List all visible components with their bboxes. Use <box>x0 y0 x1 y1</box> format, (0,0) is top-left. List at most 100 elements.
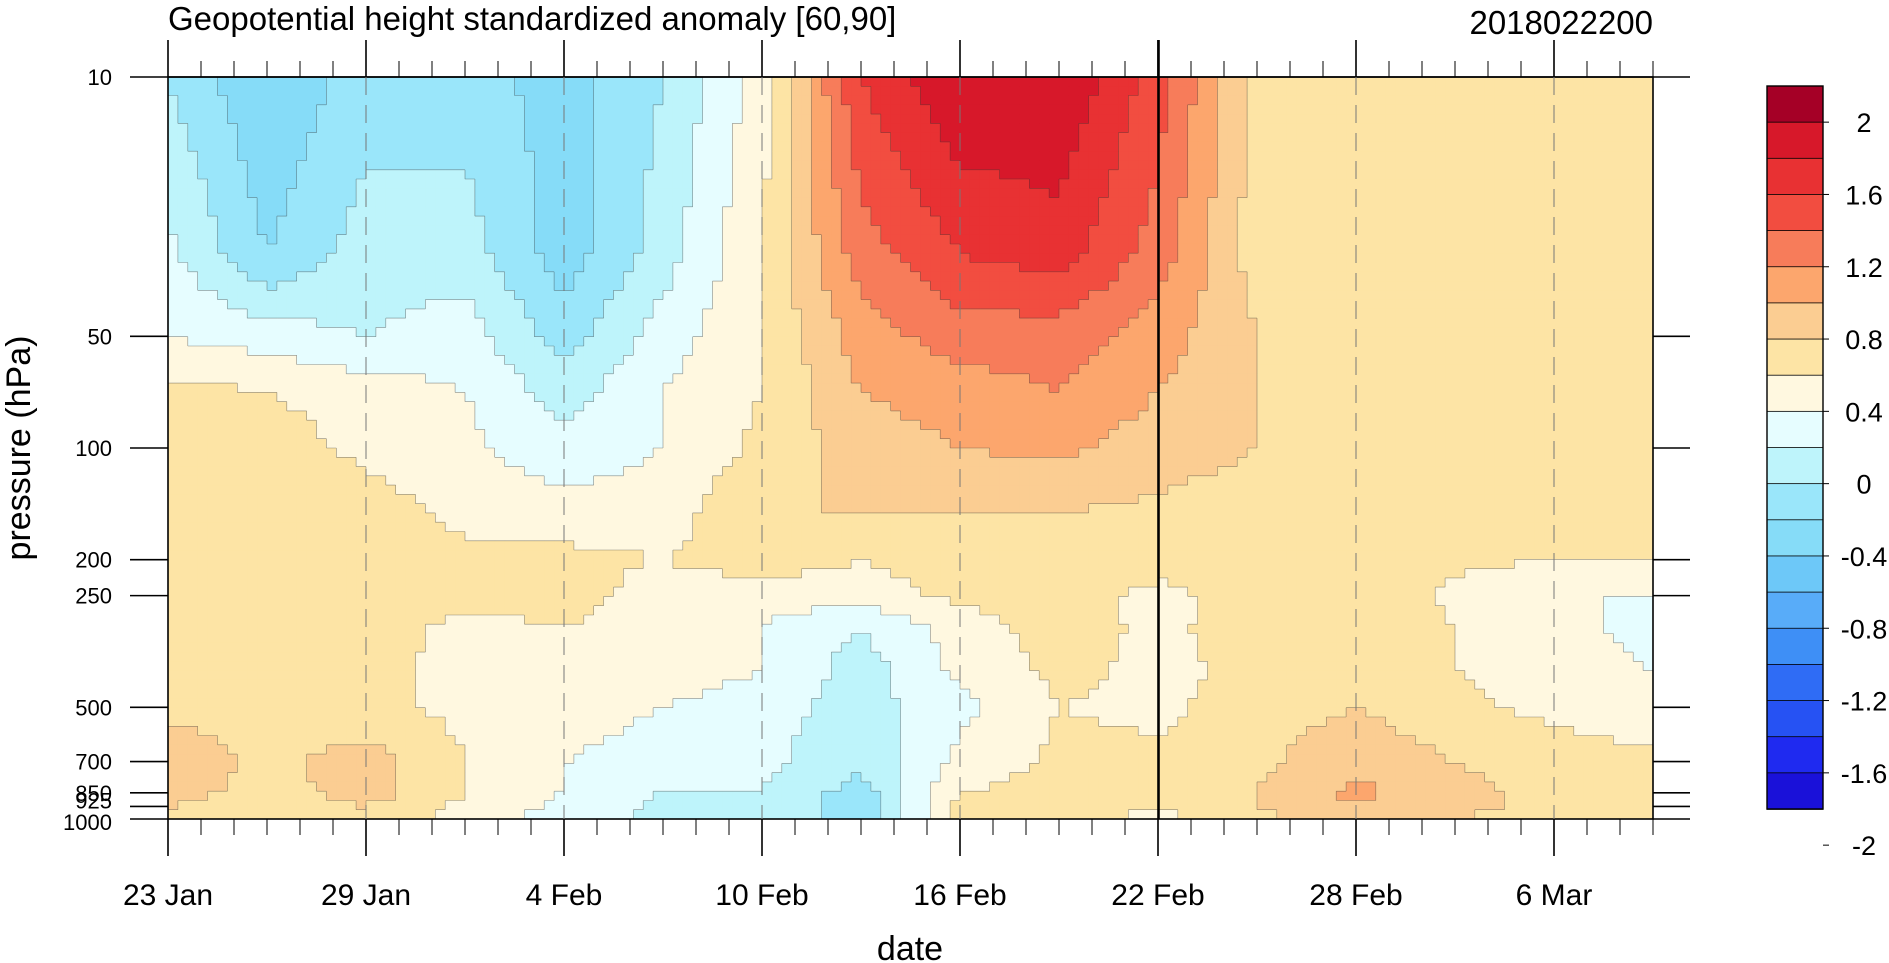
anomaly-cell <box>969 262 981 273</box>
anomaly-cell <box>1257 123 1268 134</box>
anomaly-cell <box>1207 327 1218 338</box>
anomaly-cell <box>177 327 189 338</box>
anomaly-cell <box>1544 281 1555 291</box>
anomaly-cell <box>940 197 951 208</box>
anomaly-cell <box>1534 216 1545 227</box>
anomaly-cell <box>960 271 971 282</box>
anomaly-cell <box>841 169 852 180</box>
anomaly-cell <box>900 253 912 264</box>
anomaly-cell <box>534 169 545 180</box>
anomaly-cell <box>326 169 337 180</box>
anomaly-cell <box>979 132 991 143</box>
anomaly-cell <box>1415 169 1426 180</box>
anomaly-cell <box>1049 290 1060 301</box>
anomaly-cell <box>742 86 753 97</box>
anomaly-cell <box>722 179 733 189</box>
anomaly-cell <box>326 373 337 384</box>
anomaly-cell <box>999 132 1011 143</box>
anomaly-cell <box>306 373 318 384</box>
anomaly-cell <box>969 141 981 152</box>
anomaly-cell <box>1326 373 1337 384</box>
anomaly-cell <box>207 216 219 227</box>
anomaly-cell <box>1039 216 1050 227</box>
anomaly-cell <box>583 77 595 87</box>
anomaly-cell <box>1257 299 1268 310</box>
anomaly-cell <box>524 281 535 291</box>
anomaly-cell <box>1534 318 1545 329</box>
anomaly-cell <box>227 77 238 87</box>
anomaly-cell <box>1059 86 1070 97</box>
anomaly-cell <box>1445 160 1456 171</box>
anomaly-cell <box>900 299 912 310</box>
anomaly-cell <box>851 114 862 124</box>
anomaly-cell <box>168 86 179 97</box>
anomaly-cell <box>1395 123 1407 134</box>
anomaly-cell <box>1227 345 1238 356</box>
anomaly-cell <box>435 281 446 291</box>
anomaly-cell <box>1633 318 1644 329</box>
anomaly-cell <box>851 299 862 310</box>
anomaly-cell <box>494 253 506 264</box>
anomaly-cell <box>1286 132 1298 143</box>
anomaly-cell <box>1118 327 1129 338</box>
anomaly-cell <box>1187 364 1199 375</box>
anomaly-cell <box>940 253 951 264</box>
anomaly-cell <box>1138 364 1149 375</box>
anomaly-cell <box>1365 271 1377 282</box>
anomaly-cell <box>1148 327 1159 338</box>
anomaly-cell <box>682 308 694 319</box>
anomaly-cell <box>524 95 535 106</box>
anomaly-cell <box>1554 373 1565 384</box>
anomaly-cell <box>1128 253 1139 264</box>
anomaly-cell <box>1484 327 1496 338</box>
anomaly-cell <box>1227 225 1238 236</box>
anomaly-cell <box>781 95 793 106</box>
anomaly-cell <box>1019 243 1030 254</box>
anomaly-cell <box>890 271 902 282</box>
anomaly-cell <box>1207 114 1218 124</box>
anomaly-cell <box>1385 151 1397 162</box>
anomaly-cell <box>346 188 357 199</box>
anomaly-cell <box>1177 114 1189 124</box>
anomaly-cell <box>405 243 417 254</box>
anomaly-cell <box>415 77 426 87</box>
anomaly-cell <box>405 225 417 236</box>
anomaly-cell <box>415 364 426 375</box>
anomaly-cell <box>1068 95 1080 106</box>
anomaly-cell <box>1474 151 1486 162</box>
anomaly-cell <box>613 364 624 375</box>
anomaly-cell <box>257 383 268 393</box>
anomaly-cell <box>544 373 555 384</box>
anomaly-cell <box>1286 114 1298 124</box>
anomaly-cell <box>445 95 456 106</box>
anomaly-cell <box>286 336 298 347</box>
anomaly-cell <box>1108 197 1119 208</box>
anomaly-cell <box>722 169 733 180</box>
anomaly-cell <box>1504 234 1515 245</box>
anomaly-cell <box>1088 86 1100 97</box>
anomaly-cell <box>742 132 753 143</box>
anomaly-cell <box>762 123 773 134</box>
anomaly-cell <box>544 123 555 134</box>
anomaly-cell <box>1039 169 1050 180</box>
anomaly-cell <box>385 281 397 291</box>
anomaly-cell <box>1464 318 1476 329</box>
anomaly-cell <box>1336 132 1347 143</box>
anomaly-cell <box>1237 318 1248 329</box>
anomaly-cell <box>663 290 674 301</box>
anomaly-cell <box>880 345 892 356</box>
anomaly-cell <box>672 179 684 189</box>
anomaly-cell <box>880 281 892 291</box>
anomaly-cell <box>1128 308 1139 319</box>
anomaly-cell <box>801 141 813 152</box>
anomaly-cell <box>296 160 308 171</box>
anomaly-cell <box>1158 327 1169 338</box>
anomaly-cell <box>1306 308 1317 319</box>
anomaly-cell <box>841 216 852 227</box>
anomaly-cell <box>1484 141 1496 152</box>
anomaly-cell <box>1227 86 1238 97</box>
anomaly-cell <box>1049 262 1060 273</box>
anomaly-cell <box>811 262 822 273</box>
anomaly-cell <box>1573 225 1585 236</box>
anomaly-cell <box>326 336 337 347</box>
